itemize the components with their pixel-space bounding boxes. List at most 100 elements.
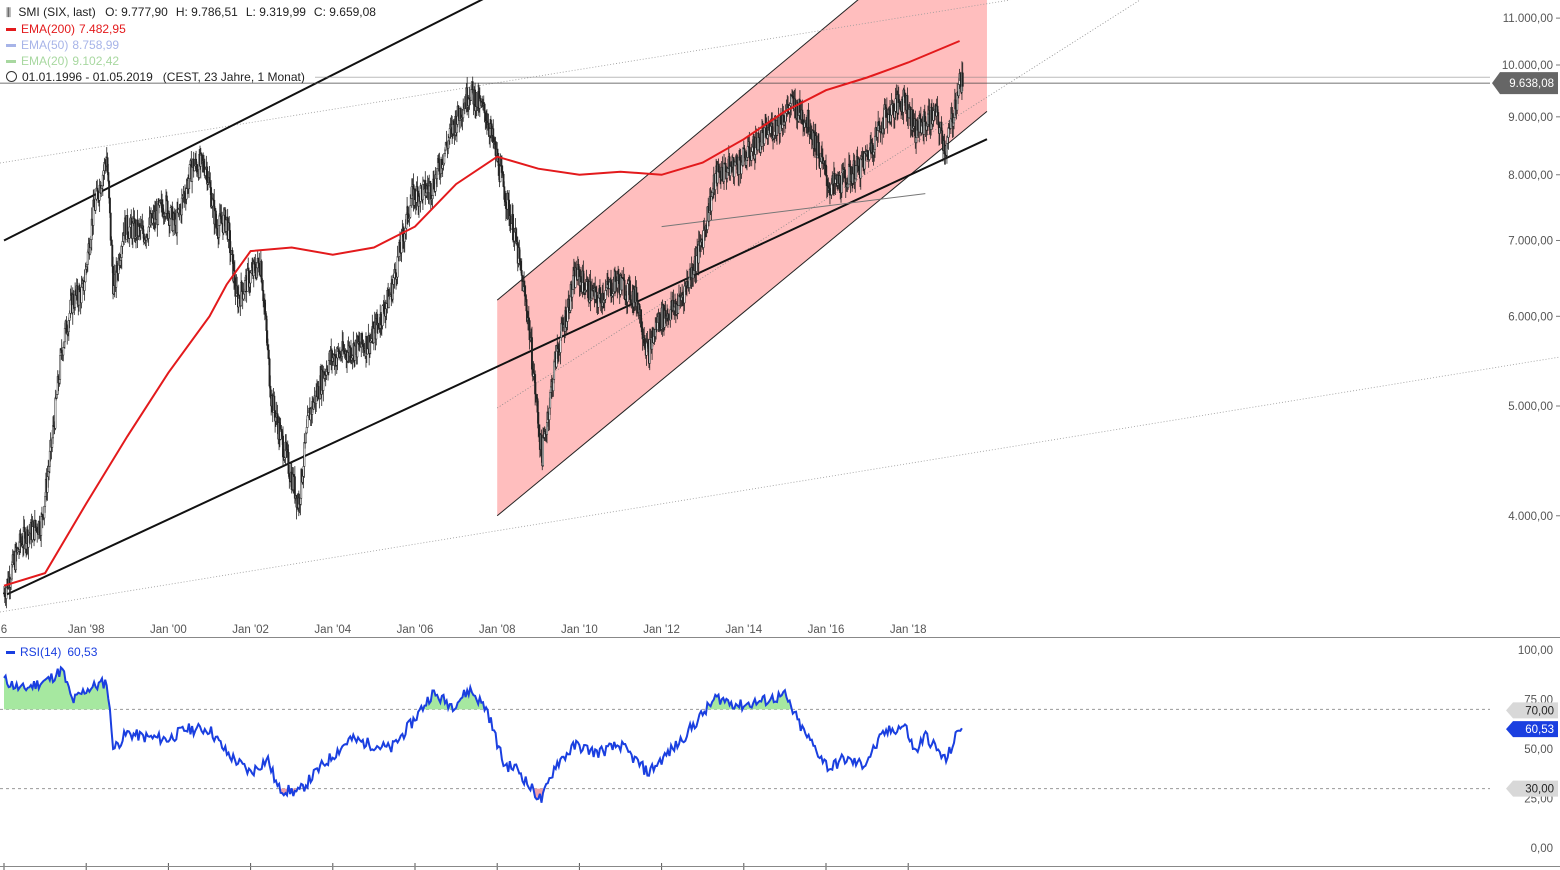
candle-body [771,123,774,140]
x-tick-label: Jan '18 [890,624,927,636]
ohlc-h: H: 9.786,51 [175,5,238,19]
rsi-y-tick-label: 0,00 [1531,843,1553,855]
candle-body [304,432,307,443]
x-tick-label: Jan '16 [808,624,845,636]
rsi-label: RSI(14) [20,645,62,659]
candle-body [512,214,514,241]
rsi-upper-tag-label: 70,00 [1525,705,1554,717]
channel-lower-line [496,111,988,517]
candle-body [702,230,705,248]
candle-body [733,165,736,178]
price-y-tick-label: 7.000,00 [1508,235,1553,247]
date-range: 01.01.1996 - 01.05.2019 [22,70,153,84]
candle-body [748,141,751,158]
candle-body [540,434,543,456]
candle-body [240,282,243,292]
candle-body [108,180,111,199]
candle-body [954,99,957,110]
candle-body [659,313,661,328]
ema200-line [3,40,960,587]
clock-icon [6,71,17,82]
channel-fill [497,0,987,516]
candle-body [736,163,739,174]
candle-body [621,277,624,291]
price-y-axis: 11.000,00 10.000,00 9.000,00 8.000,00 7.000,… [1502,13,1560,523]
rsi-lower-tag-bg [1506,780,1558,797]
candle-body [231,250,234,255]
indicator-value: 9.102,42 [72,54,120,68]
rsi-header: RSI(14) 60,53 [6,644,97,660]
ohlc-c: C: 9.659,08 [313,5,376,19]
price-y-tick-label: 10.000,00 [1502,60,1553,72]
candle-body [31,526,34,541]
x-tick-label: Jan '08 [479,624,516,636]
channel-upper-line [496,0,859,301]
x-tick-label: Jan '06 [397,624,434,636]
price-y-tick-label: 4.000,00 [1508,511,1553,523]
candle-body [109,212,112,241]
candle-body [307,412,310,417]
range-detail: (CEST, 23 Jahre, 1 Monat) [162,70,305,84]
candle-body [629,299,632,303]
price-y-tick-label: 8.000,00 [1508,170,1553,182]
candle-body [787,104,790,109]
candle-body [479,98,482,102]
indicator-ema20[interactable]: EMA(20) 9.102,42 [6,53,384,69]
candle-body [108,197,111,214]
dotted-lower-line [0,356,1560,613]
symbol-label: SMI (SIX, last) [18,5,96,19]
candle-body [520,270,523,276]
rsi-line [3,665,963,803]
candle-body [62,347,65,356]
candle-body [599,293,602,304]
range-row: 01.01.1996 - 01.05.2019 (CEST, 23 Jahre, … [6,69,384,85]
rsi-upper-tag: 70,00 [1506,702,1558,719]
candle-body [542,437,544,467]
x-tick-label: Jan '12 [643,624,680,636]
candle-body [409,205,412,218]
candlestick-icon[interactable]: ⫼ [6,7,12,19]
candle-body [742,147,744,166]
candle-body [305,427,308,434]
chart-header: ⫼ SMI (SIX, last) O: 9.777,90 H: 9.786,51… [6,4,384,85]
candle-body [961,72,964,87]
rsi-swatch [6,651,15,655]
candle-body [54,397,57,429]
x-tick-label: Jan '04 [314,624,351,636]
rsi-upper-tag-bg [1506,702,1558,719]
indicator-ema200[interactable]: EMA(200) 7.482,95 [6,21,384,37]
price-y-tick-label: 11.000,00 [1503,13,1553,25]
candle-body [587,279,590,299]
rsi-current-tag-label: 60,53 [1525,724,1554,736]
indicator-swatch [6,28,16,32]
candle-body [597,297,600,308]
rsi-value: 60,53 [67,645,98,659]
candle-body [723,162,725,182]
indicator-ema50[interactable]: EMA(50) 8.758,99 [6,37,384,53]
dotted-upper-line [0,0,1011,164]
candle-body [695,255,698,272]
candle-body [188,164,191,179]
price-panel: 11.000,00 10.000,00 9.000,00 8.000,00 7.000,… [0,0,1560,636]
candle-body [859,158,862,179]
indicator-name: EMA(50) [21,38,69,52]
rsi-lower-tag-label: 30,00 [1525,784,1554,796]
rsi-current-tag: 60,53 [1506,721,1558,738]
ohlc-values: O: 9.777,90 H: 9.786,51 L: 9.319,99 C: 9.65… [105,5,384,19]
indicator-swatch [6,44,16,48]
channel-mid-line [496,0,1141,409]
x-tick-label: 6 [1,624,7,636]
x-tick-label: Jan '00 [150,624,187,636]
rsi-oversold-fill [279,788,545,803]
candle-body [874,135,876,150]
ohlc-o: O: 9.777,90 [105,5,168,19]
rsi-y-tick-label: 100,00 [1518,645,1553,657]
candle-body [757,133,760,138]
candle-body [249,272,252,284]
indicator-value: 7.482,95 [79,22,126,36]
ohlc-l: L: 9.319,99 [245,5,306,19]
price-x-axis: 6 Jan '98 Jan '00 Jan '02 Jan '04 Jan '06 Jan … [1,624,927,636]
last-price-tag-label: 9.638,08 [1509,78,1554,90]
